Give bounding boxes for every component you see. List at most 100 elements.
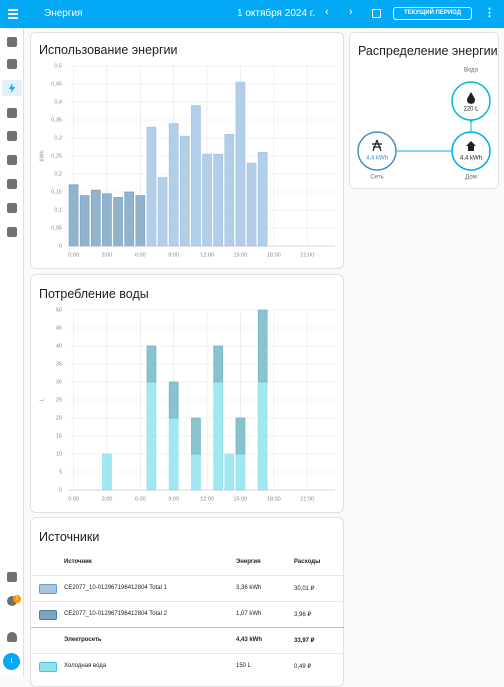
nav-map[interactable] xyxy=(7,59,17,69)
column-header: Энергия xyxy=(236,559,261,565)
total-name: Электросеть xyxy=(64,637,102,643)
y-tick-label: 45 xyxy=(56,325,62,331)
source-cost: 0,49 ₽ xyxy=(294,664,312,670)
bar xyxy=(202,153,212,247)
node-value: 220 L xyxy=(463,107,479,113)
bar xyxy=(113,196,123,247)
x-tick-label: 3:00 xyxy=(102,496,113,502)
nav-overview[interactable] xyxy=(7,37,17,47)
grid-node xyxy=(357,131,397,171)
bar xyxy=(179,135,190,247)
prev-button[interactable]: ‹ xyxy=(325,6,329,18)
page-title: Энергия xyxy=(44,8,83,19)
node-label: Дом xyxy=(465,175,477,181)
y-tick-label: 0,05 xyxy=(51,225,62,231)
node-label: Вода xyxy=(464,68,479,74)
bar xyxy=(191,453,201,491)
row-divider xyxy=(31,601,344,602)
bar xyxy=(224,453,235,491)
source-energy: 3,36 kWh xyxy=(236,585,262,591)
grid-icon xyxy=(372,139,382,152)
x-tick-label: 6:00 xyxy=(135,496,146,502)
bar xyxy=(168,123,179,247)
bar xyxy=(191,417,201,455)
distribution-card: Распределение энергии Вода 220 L 4,4 kWh… xyxy=(349,32,499,189)
legend-swatch xyxy=(39,610,57,620)
y-tick-label: 50 xyxy=(56,307,62,313)
distribution-diagram: Вода 220 L 4,4 kWh Сеть 4,4 kWh Дом xyxy=(357,68,491,181)
y-tick-label: 0,1 xyxy=(54,207,62,213)
x-tick-label: 18:00 xyxy=(267,252,281,258)
water-card: Потребление воды xyxy=(30,274,344,513)
date-label[interactable]: 1 октября 2024 г. xyxy=(237,8,315,19)
bar xyxy=(257,381,268,491)
bar xyxy=(68,184,79,247)
y-tick-label: 25 xyxy=(56,397,62,403)
nav-logbook[interactable] xyxy=(7,108,17,118)
notification-badge: 1 xyxy=(13,595,21,603)
bar xyxy=(235,81,246,247)
nav-notifications[interactable] xyxy=(7,632,17,642)
nav-energy-active[interactable] xyxy=(2,80,22,96)
nav-todo[interactable] xyxy=(7,227,17,237)
user-avatar[interactable]: I xyxy=(3,653,20,670)
legend-swatch xyxy=(39,584,57,594)
y-axis-label: L xyxy=(39,398,45,401)
bar xyxy=(90,189,101,247)
y-axis-label: kWh xyxy=(39,151,45,162)
top-bar: Энергия 1 октября 2024 г. ‹ › ТЕКУЩИЙ ПЕ… xyxy=(0,0,504,28)
node-value: 4,4 kWh xyxy=(366,156,388,162)
source-energy: 1,07 kWh xyxy=(236,611,262,617)
bar xyxy=(168,417,179,491)
x-tick-label: 21:00 xyxy=(300,496,314,502)
y-tick-label: 0,25 xyxy=(51,153,62,159)
bar xyxy=(213,345,224,383)
bar xyxy=(146,126,157,247)
card-title: Источники xyxy=(39,530,100,544)
bar xyxy=(224,134,235,247)
source-cost: 3,96 ₽ xyxy=(294,612,312,618)
bar xyxy=(146,381,157,491)
nav-developer-tools[interactable] xyxy=(7,572,17,582)
y-tick-label: 0,45 xyxy=(51,81,62,87)
nav-history[interactable] xyxy=(7,131,17,141)
x-tick-label: 12:00 xyxy=(200,496,214,502)
next-button[interactable]: › xyxy=(349,6,353,18)
source-name: Холодная вода xyxy=(64,663,107,669)
nav-media[interactable] xyxy=(7,179,17,189)
y-tick-label: 10 xyxy=(56,451,62,457)
energy-chart: 0 0,05 0,1 0,15 0,2 0,25 0,3 0,35 0,4 0,45 0,5 kWh 0… xyxy=(39,63,335,258)
y-tick-label: 0,3 xyxy=(54,135,62,141)
y-tick-label: 5 xyxy=(59,469,62,475)
bar xyxy=(235,417,246,455)
card-title: Потребление воды xyxy=(39,287,149,301)
more-button[interactable]: ⋮ xyxy=(484,7,495,19)
x-tick-label: 15:00 xyxy=(234,496,248,502)
y-tick-label: 0,4 xyxy=(54,99,62,105)
row-divider xyxy=(31,653,344,654)
y-tick-label: 0 xyxy=(59,243,62,249)
nav-vscode[interactable] xyxy=(7,203,17,213)
y-tick-label: 0,5 xyxy=(54,63,62,69)
current-period-button[interactable]: ТЕКУЩИЙ ПЕРИОД xyxy=(393,7,472,20)
y-tick-label: 0,35 xyxy=(51,117,62,123)
x-tick-label: 0:00 xyxy=(68,496,79,502)
menu-button[interactable] xyxy=(8,9,18,19)
node-value: 4,4 kWh xyxy=(460,156,482,162)
source-energy: 150 L xyxy=(236,663,252,669)
nav-calendar[interactable] xyxy=(7,155,17,165)
x-tick-label: 3:00 xyxy=(102,252,113,258)
y-tick-label: 30 xyxy=(56,379,62,385)
bar xyxy=(257,309,268,383)
bar xyxy=(135,195,146,247)
column-header: Источник xyxy=(64,559,92,565)
water-icon xyxy=(467,92,475,104)
sources-card: Источники Источник Энергия Расходы CE207… xyxy=(30,517,344,687)
bar xyxy=(235,453,246,491)
calendar-button[interactable] xyxy=(372,9,381,18)
bar xyxy=(213,153,224,247)
sidebar: 1 I xyxy=(0,28,24,676)
bar xyxy=(257,152,268,247)
bar xyxy=(146,345,157,383)
nav-settings[interactable] xyxy=(7,596,17,606)
